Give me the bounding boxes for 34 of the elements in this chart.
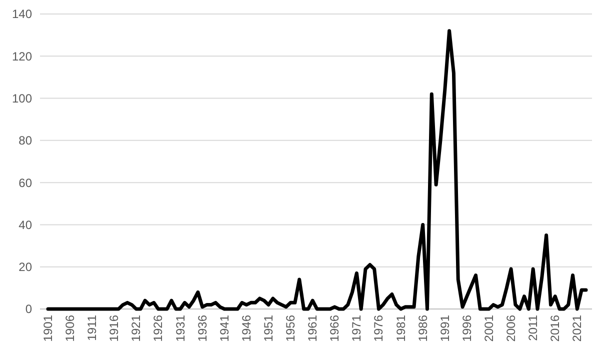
x-tick-label: 1991 [438, 314, 452, 342]
y-tick-label: 20 [18, 260, 32, 274]
x-tick-label: 2016 [548, 314, 562, 342]
x-tick-label: 2011 [526, 314, 540, 341]
y-tick-label: 60 [18, 176, 32, 190]
line-series [46, 29, 588, 311]
x-tick-label: 1961 [306, 314, 320, 342]
x-tick-label: 1941 [217, 314, 232, 342]
x-tick-label: 1911 [85, 314, 100, 341]
x-tick-label: 1986 [416, 314, 430, 342]
x-tick-label: 1966 [328, 314, 342, 342]
x-tick-label: 1931 [173, 314, 188, 342]
x-tick-label: 1926 [151, 314, 166, 342]
x-tick-label: 1976 [372, 314, 386, 342]
y-tick-label: 40 [18, 218, 32, 232]
x-tick-label: 1951 [261, 314, 276, 342]
x-tick-label: 1901 [41, 314, 55, 342]
x-tick-label: 2006 [504, 314, 518, 342]
x-tick-label: 2001 [482, 314, 496, 342]
x-tick-label: 1946 [239, 314, 254, 342]
x-tick-label: 1971 [350, 314, 364, 342]
x-tick-label: 1906 [63, 314, 78, 342]
y-tick-label: 120 [12, 49, 32, 64]
x-tick-label: 1981 [394, 314, 408, 342]
x-tick-label: 1996 [460, 314, 474, 342]
x-tick-label: 2021 [570, 314, 584, 342]
y-tick-label: 0 [25, 302, 32, 316]
x-tick-label: 1956 [284, 314, 298, 342]
x-tick-label: 1936 [195, 314, 210, 342]
x-tick-label: 1916 [107, 314, 122, 342]
y-tick-label: 80 [18, 134, 32, 148]
y-tick-label: 100 [12, 91, 32, 106]
x-tick-label: 1921 [129, 314, 144, 342]
y-tick-label: 140 [12, 7, 32, 22]
